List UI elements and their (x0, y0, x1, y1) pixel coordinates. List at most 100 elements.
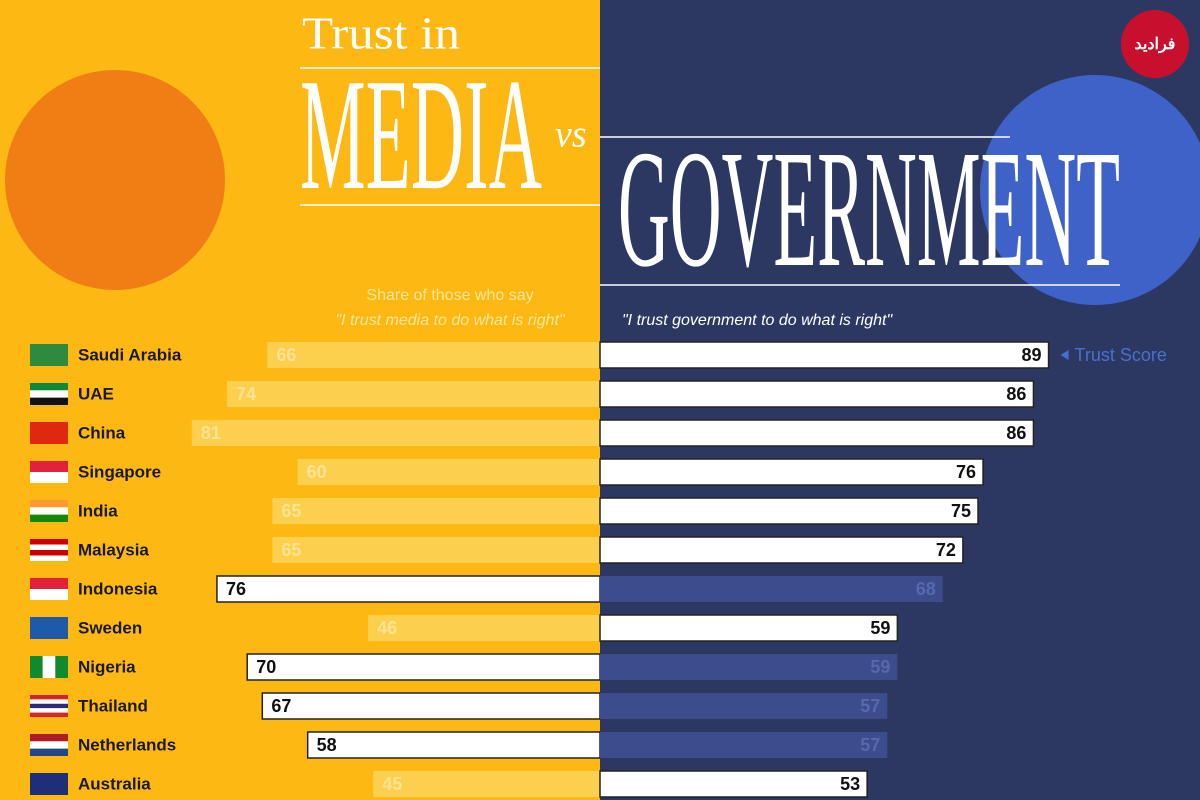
flag (30, 539, 68, 545)
government-value: 57 (860, 696, 880, 716)
flag (30, 656, 43, 678)
media-value: 65 (281, 540, 301, 560)
media-value: 60 (307, 462, 327, 482)
title-right: GOVERNMENT (618, 116, 1120, 302)
media-bar (272, 498, 600, 524)
government-bar (599, 341, 1050, 369)
logo: فرادید (1135, 36, 1176, 54)
title-small: Trust in (302, 8, 460, 59)
government-value: 53 (840, 774, 860, 794)
media-bar (261, 692, 601, 720)
flag (30, 695, 68, 700)
government-value: 75 (951, 501, 971, 521)
government-bar (599, 458, 984, 486)
government-value: 59 (870, 657, 890, 677)
media-bar (373, 771, 600, 797)
decor-circle (5, 70, 225, 290)
rows: Saudi Arabia 66 89 Trust Score UAE 74 86 China 8… (30, 341, 1167, 798)
government-bar (599, 497, 979, 525)
annotation: Trust Score (1075, 345, 1167, 365)
flag (30, 708, 68, 713)
government-bar (600, 654, 898, 680)
flag (30, 500, 68, 508)
country-label: Sweden (78, 618, 142, 637)
government-value: 57 (860, 735, 880, 755)
country-label: Thailand (78, 696, 148, 715)
flag (30, 555, 68, 561)
flag (30, 461, 68, 472)
country-label: India (78, 501, 118, 520)
government-value: 76 (956, 462, 976, 482)
country-label: Saudi Arabia (78, 345, 182, 364)
government-value: 72 (936, 540, 956, 560)
flag (30, 514, 68, 522)
flag (30, 748, 68, 756)
annotation-arrow (1060, 350, 1069, 360)
flag (30, 773, 68, 795)
media-value: 58 (317, 735, 337, 755)
right-label: "I trust government to do what is right" (622, 312, 893, 329)
media-bar (191, 420, 600, 446)
flag (55, 656, 68, 678)
country-label: Indonesia (78, 579, 158, 598)
country-label: Malaysia (78, 540, 149, 559)
media-value: 81 (201, 423, 221, 443)
media-bar (267, 342, 600, 368)
government-value: 86 (1006, 423, 1026, 443)
media-value: 65 (281, 501, 301, 521)
government-bar (599, 380, 1035, 408)
flag (30, 544, 68, 550)
media-value: 76 (226, 579, 246, 599)
flag (30, 422, 68, 444)
country-label: Singapore (78, 462, 161, 481)
government-bar (599, 536, 964, 564)
flag (30, 712, 68, 717)
media-value: 67 (271, 696, 291, 716)
country-label: Netherlands (78, 735, 176, 754)
government-bar (600, 732, 888, 758)
decor-circle (980, 75, 1200, 305)
title-vs: vs (555, 114, 587, 156)
government-value: 86 (1006, 384, 1026, 404)
logo-badge (1121, 10, 1189, 78)
media-bar (227, 381, 601, 407)
title-left: MEDIA (300, 45, 542, 223)
flag (30, 734, 68, 742)
left-label: "I trust media to do what is right" (335, 312, 566, 329)
government-bar (599, 614, 899, 642)
government-bar (600, 576, 943, 602)
media-value: 46 (377, 618, 397, 638)
media-bar (368, 615, 600, 641)
government-bar (600, 693, 888, 719)
media-bar (216, 575, 601, 603)
media-bar (297, 459, 600, 485)
flag (30, 472, 68, 483)
subtitle: Share of those who say (366, 287, 533, 304)
government-bar (599, 419, 1035, 447)
media-value: 74 (236, 384, 256, 404)
media-value: 45 (382, 774, 402, 794)
flag (30, 741, 68, 749)
country-label: Nigeria (78, 657, 136, 676)
flag (30, 507, 68, 515)
government-value: 68 (916, 579, 936, 599)
flag (30, 390, 68, 398)
government-value: 89 (1022, 345, 1042, 365)
flag (30, 617, 68, 639)
flag (30, 397, 68, 405)
country-label: Australia (78, 774, 151, 793)
country-label: China (78, 423, 126, 442)
media-bar (246, 653, 601, 681)
media-bar (306, 731, 601, 759)
media-value: 66 (276, 345, 296, 365)
flag (30, 699, 68, 704)
flag (30, 589, 68, 600)
government-bar (599, 770, 868, 798)
media-value: 70 (256, 657, 276, 677)
media-bar (272, 537, 600, 563)
flag (42, 656, 56, 678)
flag (30, 344, 68, 366)
flag (30, 550, 68, 556)
flag (30, 383, 68, 391)
